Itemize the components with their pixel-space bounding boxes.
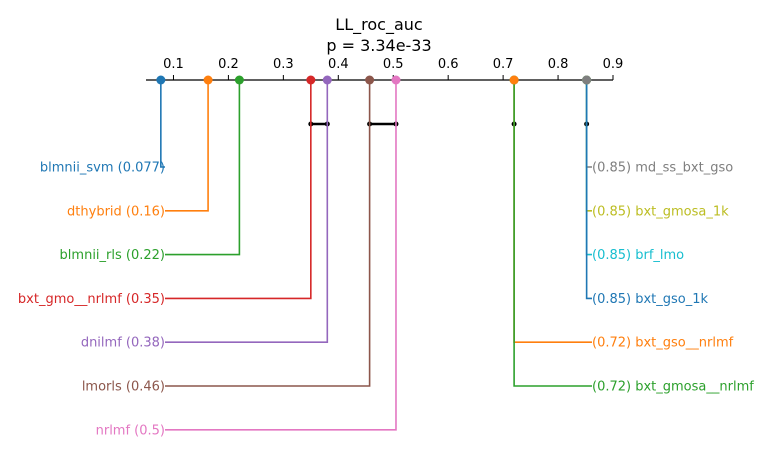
rank-marker-dnilmf [322, 75, 332, 85]
axis-tick-label: 0.6 [438, 57, 459, 72]
rank-line-bxt_gmosa__nrlmf [513, 80, 592, 387]
rank-label-bxt_gso__nrlmf: (0.72) bxt_gso__nrlmf [592, 336, 734, 351]
rank-marker-bxt_gmo__nrlmf [306, 75, 316, 85]
rank-line-blmnii_svm [160, 80, 165, 168]
rank-line-bxt_gmosa_1k [585, 80, 592, 212]
axis-tick-label: 0.8 [548, 57, 569, 72]
rank-label-lmorls: lmorls (0.46) [82, 380, 165, 395]
axis-tick-label: 0.2 [218, 57, 239, 72]
right-entries: (0.85) md_ss_bxt_gso (0.85) bxt_gmosa_1k (… [509, 75, 754, 395]
rank-line-dnilmf [165, 80, 329, 343]
chart-subtitle: p = 3.34e-33 [326, 36, 431, 55]
axis-tick-label: 0.9 [603, 57, 624, 72]
rank-label-blmnii_svm: blmnii_svm (0.077) [40, 161, 165, 176]
rank-line-bxt_gso__nrlmf [513, 80, 592, 343]
axis-tick-label: 0.3 [273, 57, 294, 72]
rank-marker-nrlmf [391, 75, 401, 85]
rank-label-bxt_gmosa__nrlmf: (0.72) bxt_gmosa__nrlmf [592, 380, 754, 395]
axis-tick-label: 0.4 [328, 57, 349, 72]
rank-label-dthybrid: dthybrid (0.16) [67, 204, 165, 219]
rank-label-brf_lmo: (0.85) brf_lmo [592, 248, 684, 263]
rank-line-dthybrid [165, 80, 209, 212]
rank-label-bxt_gmosa_1k: (0.85) bxt_gmosa_1k [592, 204, 729, 219]
rank-marker-lmorls [365, 75, 375, 85]
rank-line-lmorls [165, 80, 371, 387]
axis-tick-label: 0.1 [163, 57, 184, 72]
rank-label-bxt_gmo__nrlmf: bxt_gmo__nrlmf (0.35) [18, 292, 165, 307]
left-entries: blmnii_svm (0.077) dthybrid (0.16) blmnii_… [18, 75, 401, 438]
rank-label-dnilmf: dnilmf (0.38) [81, 336, 165, 351]
rank-line-bxt_gmo__nrlmf [165, 80, 312, 300]
chart-title: LL_roc_auc [335, 15, 422, 35]
axis-tick-label: 0.7 [493, 57, 514, 72]
rank-marker-blmnii_svm [156, 75, 166, 85]
rank-marker-bxt_gso__nrlmf [509, 75, 519, 85]
rank-marker-dthybrid [203, 75, 213, 85]
rank-marker-md_ss_bxt_gso [582, 75, 592, 85]
rank-label-bxt_gso_1k: (0.85) bxt_gso_1k [592, 292, 709, 307]
axis: 0.1 0.2 0.3 0.4 0.5 0.6 0.7 0.8 0.9 [146, 57, 624, 81]
rank-marker-blmnii_rls [234, 75, 244, 85]
rank-label-md_ss_bxt_gso: (0.85) md_ss_bxt_gso [592, 161, 733, 176]
rank-line-nrlmf [165, 80, 397, 431]
axis-tick-label: 0.5 [383, 57, 404, 72]
rank-line-bxt_gso_1k [585, 80, 592, 300]
clique-bars [308, 121, 590, 127]
rank-label-blmnii_rls: blmnii_rls (0.22) [60, 248, 165, 263]
rank-label-nrlmf: nrlmf (0.5) [96, 423, 165, 438]
rank-line-blmnii_rls [165, 80, 241, 256]
